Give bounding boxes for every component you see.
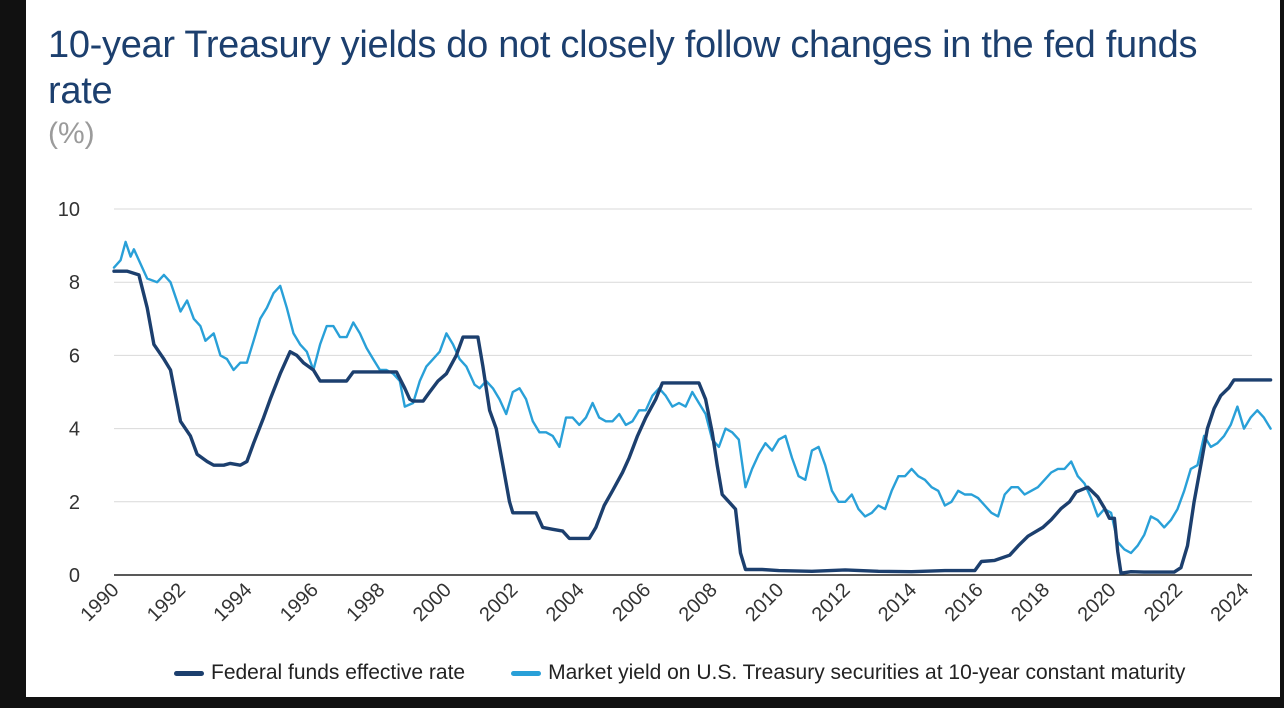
legend-label-fed-funds: Federal funds effective rate <box>211 661 466 684</box>
x-tick-label: 2012 <box>808 579 855 626</box>
x-tick-label: 2016 <box>941 579 988 626</box>
grid-layer <box>114 208 1252 576</box>
x-tick-label: 2024 <box>1207 579 1254 626</box>
series-line-fed-funds <box>112 269 1273 575</box>
x-tick-label: 2014 <box>874 579 921 626</box>
x-tick-label: 2020 <box>1074 579 1121 626</box>
x-tick-label: 2006 <box>608 579 655 626</box>
series-line-treasury <box>112 240 1272 555</box>
x-tick-label: 1996 <box>276 579 323 626</box>
legend-label-treasury: Market yield on U.S. Treasury securities… <box>548 661 1186 684</box>
x-tick-label: 1998 <box>342 579 389 626</box>
y-tick-label: 0 <box>69 565 80 587</box>
line-chart: 0 2 4 6 8 10 1990 1992 1994 1996 1998 2000 2002 2004… <box>58 199 1273 626</box>
y-tick-label: 6 <box>69 345 80 367</box>
y-tick-label: 8 <box>69 272 80 294</box>
legend-item-treasury: Market yield on U.S. Treasury securities… <box>511 661 1185 685</box>
x-tick-label: 2000 <box>409 579 456 626</box>
x-tick-label: 1990 <box>77 579 124 626</box>
x-tick-label: 2022 <box>1140 579 1187 626</box>
legend-swatch-fed-funds <box>174 670 204 676</box>
y-tick-label: 10 <box>58 199 80 221</box>
y-tick-label: 2 <box>69 492 80 514</box>
x-tick-label: 2004 <box>542 579 589 626</box>
chart-panel: 10-year Treasury yields do not closely f… <box>26 0 1280 697</box>
unit-label: (%) <box>48 117 95 150</box>
x-axis-ticks: 1990 1992 1994 1996 1998 2000 2002 2004 2006 2008… <box>77 579 1254 626</box>
y-axis-ticks: 0 2 4 6 8 10 <box>58 199 80 587</box>
x-tick-label: 1992 <box>143 579 190 626</box>
legend-swatch-treasury <box>511 670 542 676</box>
x-tick-label: 2008 <box>675 579 722 626</box>
chart-title: 10-year Treasury yields do not closely f… <box>48 24 1198 112</box>
y-tick-label: 4 <box>69 419 80 441</box>
x-tick-label: 2002 <box>475 579 522 626</box>
x-tick-label: 1994 <box>209 579 256 626</box>
x-tick-label: 2010 <box>741 579 788 626</box>
legend-item-fed-funds: Federal funds effective rate <box>174 661 465 685</box>
series-layer <box>112 240 1273 575</box>
legend: Federal funds effective rate Market yiel… <box>174 661 1231 685</box>
x-tick-label: 2018 <box>1007 579 1054 626</box>
